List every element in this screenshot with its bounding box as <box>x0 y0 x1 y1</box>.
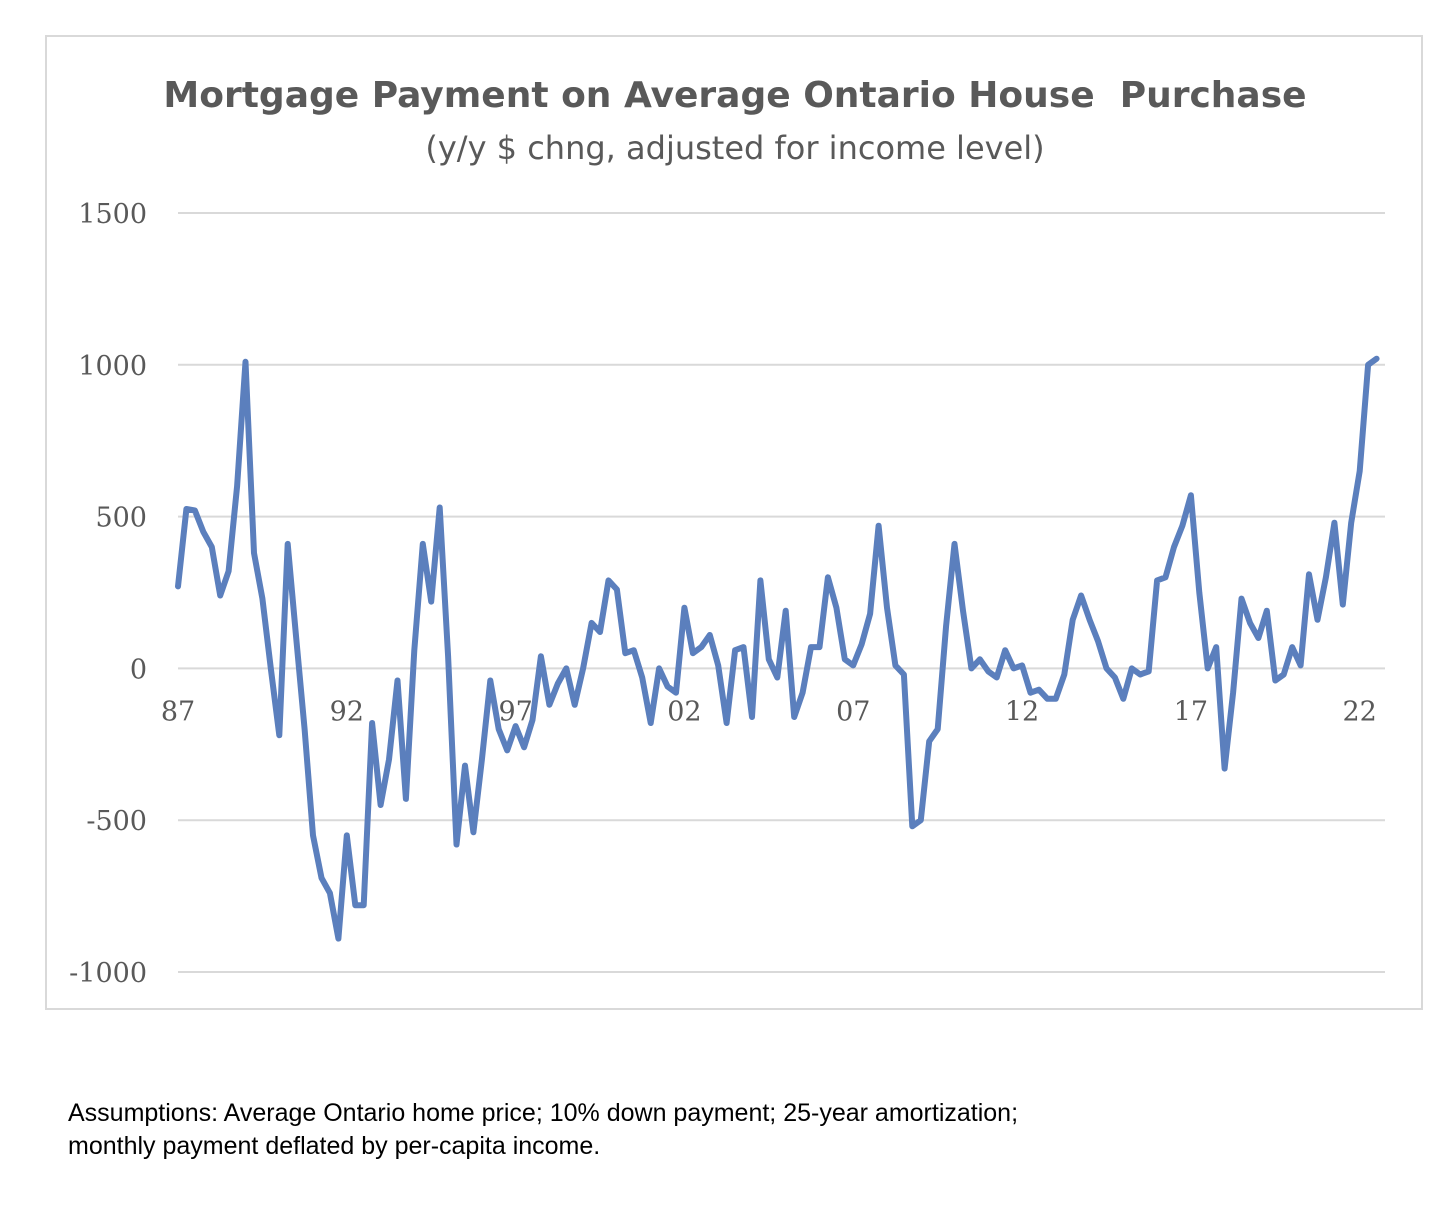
chart-title: Mortgage Payment on Average Ontario Hous… <box>163 75 1306 116</box>
chart-frame: Mortgage Payment on Average Ontario Hous… <box>45 35 1423 1010</box>
x-axis-ticks: 87 92 97 02 07 12 17 22 <box>161 696 1377 727</box>
chart-svg: Mortgage Payment on Average Ontario Hous… <box>69 75 1385 989</box>
y-tick-label: -500 <box>86 806 147 837</box>
x-tick-label: 22 <box>1342 696 1376 727</box>
series-line <box>175 355 1380 942</box>
footnote-line-1: Assumptions: Average Ontario home price;… <box>68 1099 1019 1127</box>
y-tick-label: 1000 <box>78 351 147 382</box>
y-tick-label: -1000 <box>69 958 147 989</box>
x-tick-label: 02 <box>667 696 701 727</box>
x-tick-label: 07 <box>836 696 870 727</box>
x-tick-label: 92 <box>330 696 364 727</box>
chart-subtitle: (y/y $ chng, adjusted for income level) <box>425 129 1044 167</box>
y-tick-label: 500 <box>95 503 147 534</box>
y-tick-label: 0 <box>130 654 147 685</box>
x-tick-label: 12 <box>1005 696 1039 727</box>
y-axis-ticks: 1500 1000 500 0 -500 -1000 <box>69 199 147 989</box>
x-tick-label: 97 <box>498 696 532 727</box>
gridlines <box>178 212 1385 973</box>
footnote-line-2: monthly payment deflated by per-capita i… <box>68 1132 601 1160</box>
x-tick-label: 17 <box>1174 696 1208 727</box>
footnote: Assumptions: Average Ontario home price;… <box>68 1097 1368 1163</box>
series-layer <box>175 355 1380 942</box>
y-tick-label: 1500 <box>78 199 147 230</box>
x-tick-label: 87 <box>161 696 195 727</box>
